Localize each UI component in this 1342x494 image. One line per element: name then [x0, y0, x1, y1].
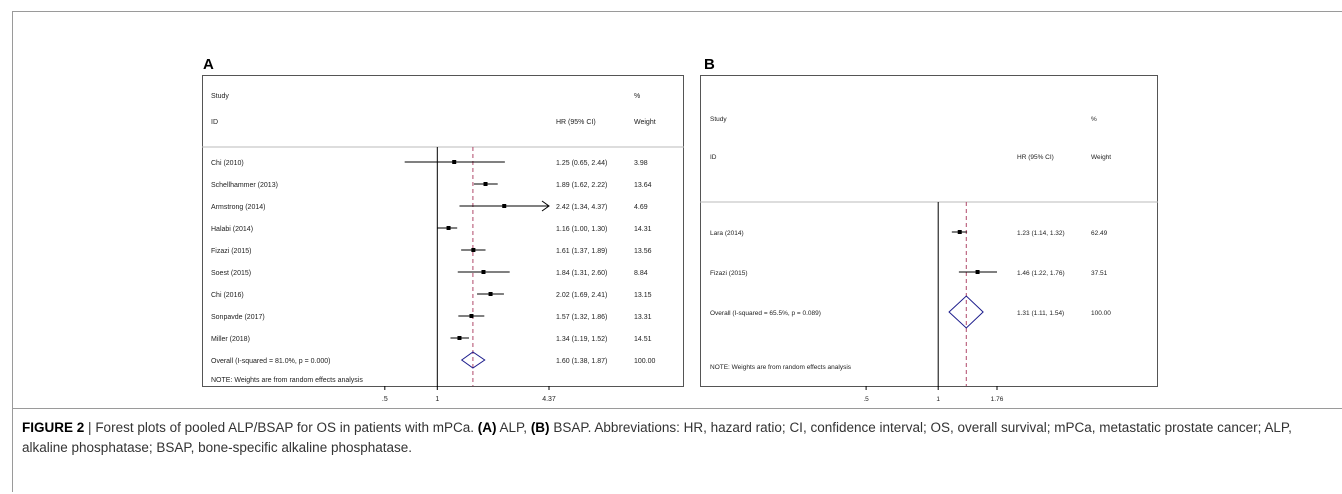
- study-weight: 13.15: [634, 292, 652, 299]
- header-study: Study: [211, 93, 229, 100]
- overall-diamond: [948, 295, 984, 329]
- study-hr-label: 1.34 (1.19, 1.52): [556, 336, 607, 343]
- study-label: Sonpavde (2017): [211, 314, 265, 321]
- study-label: Fizazi (2015): [710, 270, 748, 277]
- point-estimate: [481, 270, 486, 274]
- study-hr-label: 1.23 (1.14, 1.32): [1017, 230, 1065, 237]
- panel-b-letter: B: [704, 56, 715, 73]
- caption-seg-4: BSAP. Abbreviations: HR, hazard ratio; C…: [22, 420, 1292, 455]
- header-effect: HR (95% CI): [1017, 154, 1054, 161]
- point-estimate: [469, 314, 474, 318]
- study-weight: 13.56: [634, 248, 652, 255]
- study-label: Soest (2015): [211, 270, 251, 277]
- study-hr-label: 1.57 (1.32, 1.86): [556, 314, 607, 321]
- study-weight: 14.31: [634, 226, 652, 233]
- study-label: Schellhammer (2013): [211, 182, 278, 189]
- x-tick-label: 1: [936, 396, 940, 403]
- point-estimate: [446, 226, 451, 230]
- overall-label: Overall (I-squared = 65.5%, p = 0.089): [710, 310, 821, 317]
- study-weight: 14.51: [634, 336, 652, 343]
- study-weight: 8.84: [634, 270, 648, 277]
- study-label: Chi (2010): [211, 160, 244, 167]
- plot-border: [700, 75, 1158, 387]
- header-weight: Weight: [634, 119, 656, 126]
- x-tick-label: 4.37: [542, 396, 556, 403]
- point-estimate: [975, 270, 980, 274]
- x-tick-label: .5: [863, 396, 869, 403]
- figure-frame: [12, 11, 1342, 492]
- overall-label: Overall (I-squared = 81.0%, p = 0.000): [211, 358, 330, 365]
- study-hr-label: 2.42 (1.34, 4.37): [556, 204, 607, 211]
- caption-rule: [12, 408, 1342, 409]
- header-id: ID: [211, 119, 218, 126]
- overall-diamond: [460, 351, 486, 369]
- plot-border: [202, 75, 684, 387]
- forest-plot-b: Study ID HR (95% CI)% Weight Lara (2014) 1.23…: [700, 75, 1158, 403]
- figure-caption: FIGURE 2 | Forest plots of pooled ALP/BS…: [22, 418, 1332, 458]
- point-estimate: [502, 204, 507, 208]
- study-weight: 37.51: [1091, 270, 1108, 277]
- study-hr-label: 2.02 (1.69, 2.41): [556, 292, 607, 299]
- header-pct: %: [634, 93, 640, 100]
- study-hr-label: 1.89 (1.62, 2.22): [556, 182, 607, 189]
- figure-label: FIGURE 2: [22, 420, 85, 435]
- overall-weight: 100.00: [634, 358, 656, 365]
- point-estimate: [483, 182, 488, 186]
- point-estimate: [488, 292, 493, 296]
- study-hr-label: 1.25 (0.65, 2.44): [556, 160, 607, 167]
- panel-a-letter: A: [203, 56, 214, 73]
- study-label: Lara (2014): [710, 230, 744, 237]
- study-hr-label: 1.84 (1.31, 2.60): [556, 270, 607, 277]
- study-weight: 4.69: [634, 204, 648, 211]
- overall-weight: 100.00: [1091, 310, 1111, 317]
- footnote: NOTE: Weights are from random effects an…: [211, 377, 363, 384]
- forest-plot-a: Study ID HR (95% CI)% Weight Chi (2010) 1.25 …: [202, 75, 684, 403]
- point-estimate: [957, 230, 962, 234]
- ci-arrow: [541, 200, 550, 212]
- x-tick-label: 1.76: [991, 396, 1004, 403]
- point-estimate: [471, 248, 476, 252]
- study-label: Fizazi (2015): [211, 248, 251, 255]
- x-tick-label: 1: [435, 396, 439, 403]
- study-label: Halabi (2014): [211, 226, 253, 233]
- header-study: Study: [710, 116, 727, 123]
- caption-seg-1: (A): [477, 420, 497, 435]
- caption-seg-3: (B): [530, 420, 550, 435]
- caption-seg-2: ALP,: [496, 420, 531, 435]
- point-estimate: [457, 336, 462, 340]
- study-weight: 13.31: [634, 314, 652, 321]
- overall-hr-label: 1.60 (1.38, 1.87): [556, 358, 607, 365]
- study-label: Miller (2018): [211, 336, 250, 343]
- header-effect: HR (95% CI): [556, 119, 596, 126]
- study-label: Chi (2016): [211, 292, 244, 299]
- footnote: NOTE: Weights are from random effects an…: [710, 364, 852, 371]
- caption-separator: |: [88, 420, 92, 435]
- caption-seg-0: Forest plots of pooled ALP/BSAP for OS i…: [95, 420, 478, 435]
- point-estimate: [452, 160, 457, 164]
- study-weight: 62.49: [1091, 230, 1108, 237]
- header-pct: %: [1091, 116, 1097, 123]
- study-weight: 3.98: [634, 160, 648, 167]
- study-hr-label: 1.16 (1.00, 1.30): [556, 226, 607, 233]
- study-hr-label: 1.46 (1.22, 1.76): [1017, 270, 1065, 277]
- header-id: ID: [710, 154, 717, 161]
- study-weight: 13.64: [634, 182, 652, 189]
- header-weight: Weight: [1091, 154, 1111, 161]
- study-hr-label: 1.61 (1.37, 1.89): [556, 248, 607, 255]
- overall-hr-label: 1.31 (1.11, 1.54): [1017, 310, 1064, 317]
- x-tick-label: .5: [382, 396, 388, 403]
- study-label: Armstrong (2014): [211, 204, 265, 211]
